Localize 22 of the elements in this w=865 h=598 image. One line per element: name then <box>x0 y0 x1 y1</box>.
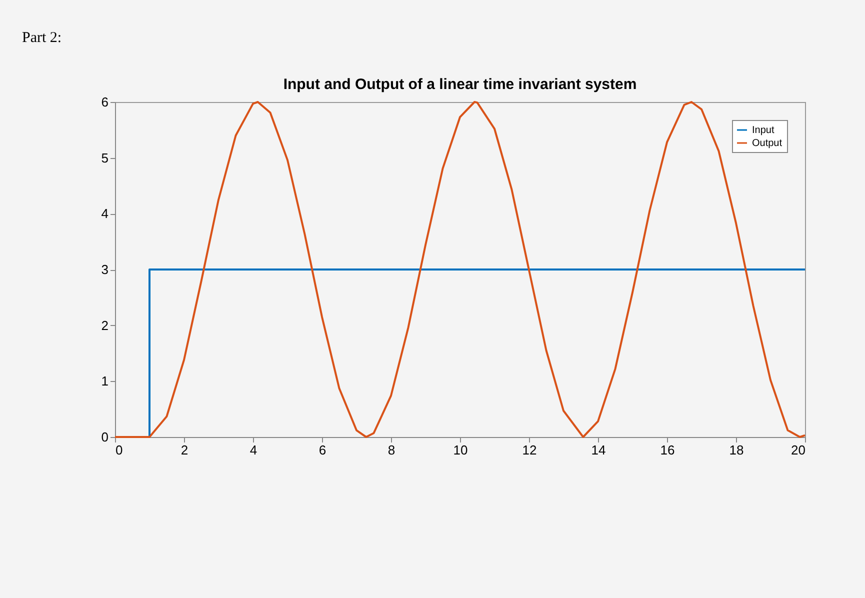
x-tick-label: 18 <box>729 442 744 458</box>
y-tick-label: 5 <box>101 150 108 166</box>
x-tick-label: 6 <box>318 442 326 458</box>
legend-label: Output <box>752 138 782 149</box>
legend-label: Input <box>752 125 774 136</box>
y-tick-label: 3 <box>101 262 108 277</box>
x-tick-label: 4 <box>250 442 258 458</box>
y-tick-label: 4 <box>101 206 108 222</box>
x-tick-label: 14 <box>591 442 606 458</box>
x-tick-label: 0 <box>116 442 123 458</box>
x-tick-label: 12 <box>522 442 537 458</box>
x-tick-label: 8 <box>388 442 396 458</box>
y-tick-label: 2 <box>101 318 108 333</box>
y-tick-label: 0 <box>101 430 108 444</box>
x-tick-label: 10 <box>453 442 468 458</box>
x-tick-label: 20 <box>791 442 806 458</box>
x-tick-label: 16 <box>660 442 675 458</box>
text: Part 2: <box>22 30 62 47</box>
y-tick-label: 1 <box>101 374 108 389</box>
chart-title: Input and Output of a linear time invariant system <box>283 76 637 93</box>
x-tick-label: 2 <box>180 442 188 458</box>
y-tick-label: 6 <box>101 94 108 110</box>
